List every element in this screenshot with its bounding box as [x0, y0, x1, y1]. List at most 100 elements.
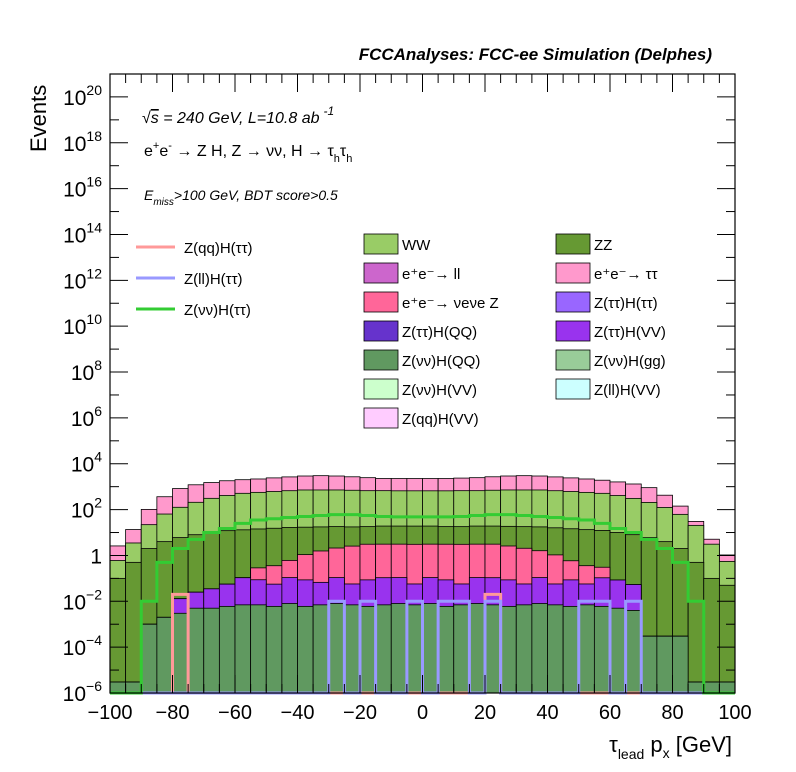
y-tick-label: 1012 [63, 265, 102, 293]
x-tick-label: 20 [474, 702, 496, 724]
legend-label: Z(νν)H(VV) [402, 382, 477, 399]
legend-swatch [363, 262, 399, 284]
legend-label: e⁺e⁻→ ll [402, 266, 460, 283]
legend-label: Z(qq)H(ττ) [184, 240, 253, 257]
signal-line-z-h [110, 513, 735, 695]
bar-z-h-qq [640, 635, 658, 694]
bar-z-h-qq [515, 604, 533, 694]
bar-z-h-qq [593, 605, 611, 694]
bar-z-h-qq [328, 603, 345, 694]
bar-z-h-qq [547, 604, 564, 694]
x-tick-label: −20 [343, 702, 377, 724]
bar-zz [125, 561, 142, 694]
y-tick-label: 1014 [63, 219, 102, 247]
legend-label: e⁺e⁻→ νeνe Z [402, 295, 499, 312]
x-tick-label: −100 [87, 702, 132, 724]
x-tick-label: −40 [281, 702, 315, 724]
axes: −100 −80 −60 −40 −20 0 20 40 60 80 100 10−6 10−4 10−2… [63, 73, 752, 724]
y-tick-label: 1016 [63, 174, 102, 202]
x-tick-label: −80 [156, 702, 190, 724]
legend-label: Z(νν)H(QQ) [402, 353, 480, 370]
y-tick-label: 1020 [63, 82, 102, 110]
y-tick-label: 10−6 [63, 678, 103, 706]
y-tick-label: 10−4 [63, 632, 103, 660]
bar-z-h-qq [718, 681, 736, 694]
x-tick-label: 40 [536, 702, 558, 724]
bar-z-h-qq [656, 635, 673, 694]
y-tick-label: 1018 [63, 128, 102, 156]
annotation-cuts: Emiss>100 GeV, BDT score>0.5 [144, 187, 338, 208]
bar-z-h-qq [281, 603, 298, 694]
legend-swatch [555, 378, 591, 400]
annotation-process: e+e- → Z H, Z → νν, H → τhτh [144, 140, 352, 165]
bar-z-h-qq [390, 603, 408, 694]
y-tick-label: 102 [71, 495, 102, 523]
legend-label: Z(ττ)H(QQ) [402, 324, 477, 341]
legend-swatch [363, 407, 399, 429]
chart-title: FCCAnalyses: FCC-ee Simulation (Delphes) [359, 45, 713, 64]
bar-z-h-qq [156, 616, 173, 694]
bar-z-h-qq [343, 604, 361, 694]
legend-label: Z(ll)H(VV) [594, 382, 661, 399]
legend-swatch [555, 291, 591, 313]
legend: Z(qq)H(ττ) Z(ll)H(ττ) Z(νν)H(ττ) WW ZZ e⁺e⁻→ … [136, 233, 666, 429]
bar-z-h-qq [562, 605, 580, 694]
bar-z-h-qq [609, 607, 627, 694]
bar-z-h-qq [234, 604, 252, 694]
annotation-text: √s = 240 GeV, L=10.8 ab -1 e+e- → Z H, Z … [142, 104, 352, 208]
bar-z-h-qq [468, 603, 486, 694]
legend-swatch [363, 378, 399, 400]
legend-label: WW [402, 237, 431, 254]
bar-z-h-qq [125, 681, 142, 694]
bar-zz [687, 561, 705, 694]
legend-label: Z(ll)H(ττ) [184, 271, 243, 288]
bar-z-h-qq [484, 604, 502, 694]
legend-swatch [363, 349, 399, 371]
legend-swatch [555, 320, 591, 342]
bar-z-h-qq [406, 604, 423, 694]
bar-zz [109, 577, 127, 694]
bar-z-h-qq [422, 603, 439, 694]
x-tick-label: 100 [718, 702, 751, 724]
legend-swatch [555, 349, 591, 371]
bar-z-h-qq [672, 635, 689, 694]
x-tick-label: 80 [661, 702, 683, 724]
y-tick-label: 104 [71, 449, 102, 477]
legend-swatch [363, 233, 399, 255]
bar-z-h-qq [500, 605, 517, 694]
x-tick-label: −60 [218, 702, 252, 724]
bar-z-h-qq [312, 604, 330, 694]
y-tick-label: 1010 [63, 311, 102, 339]
x-axis-label: τlead px [GeV] [609, 732, 732, 762]
bar-z-h-qq [359, 605, 377, 694]
legend-label: Z(ττ)H(VV) [594, 324, 666, 341]
bar-z-h-qq [265, 605, 283, 694]
bar-z-h-qq [531, 603, 548, 694]
y-tick-label: 10−2 [63, 586, 103, 614]
bar-z-h-qq [203, 607, 220, 694]
legend-label: Z(νν)H(gg) [594, 353, 666, 370]
bar-z-h-qq [375, 604, 392, 694]
legend-label: Z(ττ)H(ττ) [594, 295, 658, 312]
bar-z-h-qq [453, 604, 470, 694]
x-tick-label: 60 [599, 702, 621, 724]
bar-z-h-qq [172, 612, 189, 694]
legend-label: Z(qq)H(VV) [402, 411, 479, 428]
bar-z-h-qq [250, 604, 267, 694]
y-axis-label: Events [26, 85, 51, 152]
bar-z-h-qq [687, 681, 705, 694]
legend-label: ZZ [594, 237, 612, 254]
bar-z-h-qq [140, 623, 158, 694]
legend-label: e⁺e⁻→ ττ [594, 266, 658, 283]
x-tick-label: 0 [417, 702, 428, 724]
bar-z-h-qq [297, 605, 314, 694]
bar-z-h-qq [578, 604, 595, 694]
legend-swatch [363, 320, 399, 342]
legend-swatch [555, 262, 591, 284]
legend-label: Z(νν)H(ττ) [184, 302, 251, 319]
bar-z-h-qq [437, 605, 455, 694]
y-tick-label: 108 [71, 357, 102, 385]
bar-z-h-qq [187, 607, 205, 694]
bar-z-h-qq [625, 610, 642, 694]
